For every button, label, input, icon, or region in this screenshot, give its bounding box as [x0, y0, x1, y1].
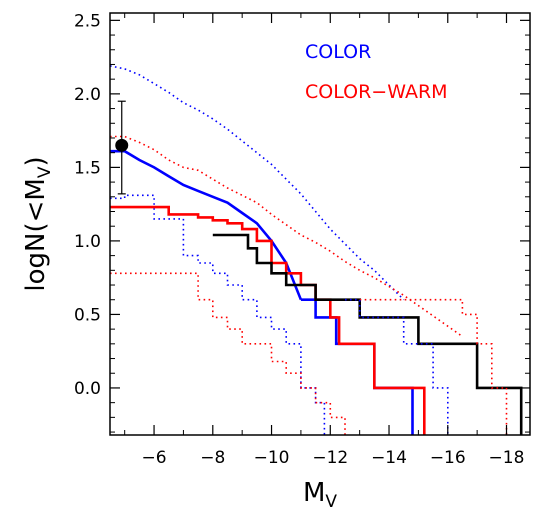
legend: COLOR COLOR−WARM — [305, 41, 448, 103]
data-point — [115, 138, 129, 152]
series-line-7 — [110, 272, 346, 435]
legend-item-1: COLOR — [305, 41, 371, 63]
series-layer — [109, 65, 523, 435]
y-axis-label-sub: V — [35, 166, 55, 178]
data-point-layer — [115, 100, 129, 195]
x-axis-label-sub: V — [325, 492, 337, 511]
series-line-6 — [110, 205, 426, 435]
x-axis-label: MV — [303, 478, 337, 511]
x-tick-label: −12 — [312, 448, 348, 468]
x-tick-label: −16 — [430, 448, 466, 468]
y-axis-label-main: logN(<M — [21, 178, 51, 291]
series-line-4 — [110, 194, 326, 435]
y-tick-label: 1.0 — [74, 232, 101, 252]
plot-frame — [109, 12, 531, 436]
y-axis-label-close: ) — [21, 156, 51, 166]
y-tick-label: 0.5 — [74, 305, 101, 325]
y-tick-label: 2.0 — [74, 85, 101, 105]
tick-layer: −6 −8 −10 −12 −14 −16 −18 0.0 0.5 1.0 1.5 2.0 2.5 — [74, 11, 530, 468]
x-tick-label: −8 — [200, 448, 225, 468]
series-line-5 — [110, 135, 463, 338]
x-tick-label: −18 — [489, 448, 525, 468]
series-line-2 — [110, 149, 303, 301]
x-tick-label: −6 — [142, 448, 167, 468]
x-axis-label-main: M — [303, 478, 325, 508]
series-line-10 — [345, 298, 449, 435]
y-tick-label: 1.5 — [74, 158, 101, 178]
y-tick-label: 2.5 — [74, 11, 101, 31]
y-axis-label: logN(<MV) — [21, 156, 55, 291]
y-tick-label: 0.0 — [74, 379, 101, 399]
legend-item-2: COLOR−WARM — [305, 81, 448, 103]
series-line-8 — [212, 233, 523, 435]
x-tick-label: −14 — [371, 448, 407, 468]
series-line-3 — [300, 298, 414, 435]
x-tick-label: −10 — [254, 448, 290, 468]
